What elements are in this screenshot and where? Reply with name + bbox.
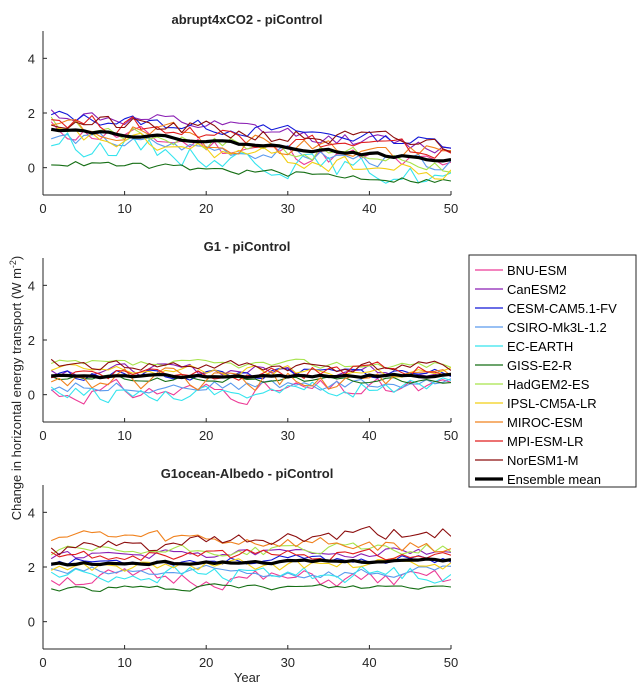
series-line-canesm2 — [50, 547, 451, 560]
x-tick-label: 0 — [39, 655, 46, 670]
x-tick-label: 10 — [117, 428, 131, 443]
legend-item-ec-earth: EC-EARTH — [475, 339, 573, 354]
x-tick-label: 20 — [199, 655, 213, 670]
legend-item-noresm1-m: NorESM1-M — [475, 453, 579, 468]
x-tick-label: 50 — [444, 655, 458, 670]
x-tick-label: 40 — [362, 655, 376, 670]
series-line-csiro-mk3l-1-2 — [50, 378, 451, 394]
y-tick-label: 2 — [28, 106, 35, 121]
y-axis-label: Change in horizontal energy transport (W… — [8, 256, 24, 521]
legend: BNU-ESM CanESM2 CESM-CAM5.1-FV CSIRO-Mk3L-1… — [468, 254, 637, 488]
legend-item-miroc-esm: MIROC-ESM — [475, 415, 583, 430]
x-tick-label: 0 — [39, 428, 46, 443]
y-axis-label-main: Change in horizontal energy transport (W… — [9, 268, 24, 520]
legend-item-csiro-mk3l-1-2: CSIRO-Mk3L-1.2 — [475, 320, 607, 335]
y-axis-label-sup: -2 — [8, 260, 18, 268]
panel-title: abrupt4xCO2 - piControl — [172, 12, 323, 27]
legend-label: GISS-E2-R — [507, 358, 572, 373]
x-tick-label: 20 — [199, 428, 213, 443]
y-tick-label: 0 — [28, 615, 35, 630]
series-line-cesm-cam5-1-fv — [50, 110, 451, 149]
series-line-ensemble-mean — [50, 127, 451, 163]
series-line-ec-earth — [50, 377, 451, 404]
y-axis-label-end: ) — [9, 256, 24, 260]
y-tick-label: 2 — [28, 333, 35, 348]
legend-label: CanESM2 — [507, 282, 566, 297]
x-tick-label: 30 — [281, 201, 295, 216]
series-line-csiro-mk3l-1-2 — [51, 564, 451, 579]
x-tick-label: 40 — [362, 428, 376, 443]
series-line-miroc-esm — [50, 530, 451, 553]
y-tick-label: 0 — [28, 388, 35, 403]
y-tick-label: 4 — [28, 51, 35, 66]
series-line-ipsl-cm5a-lr — [51, 127, 451, 180]
legend-item-bnu-esm: BNU-ESM — [475, 263, 567, 278]
series-line-ec-earth — [50, 565, 451, 584]
legend-label: EC-EARTH — [507, 339, 573, 354]
series-line-noresm1-m — [50, 525, 451, 556]
series-lines — [50, 525, 451, 593]
legend-item-ensemble-mean: Ensemble mean — [475, 472, 601, 487]
legend-label: MPI-ESM-LR — [507, 434, 584, 449]
x-tick-label: 10 — [117, 201, 131, 216]
series-line-giss-e2-r — [51, 583, 451, 593]
x-tick-label: 30 — [281, 428, 295, 443]
legend-item-hadgem2-es: HadGEM2-ES — [475, 377, 590, 392]
series-line-bnu-esm — [50, 377, 451, 406]
series-line-ec-earth — [51, 132, 451, 184]
x-tick-label: 10 — [117, 655, 131, 670]
legend-label: HadGEM2-ES — [507, 377, 590, 392]
y-tick-label: 0 — [28, 161, 35, 176]
series-line-noresm1-m — [50, 358, 451, 373]
legend-item-ipsl-cm5a-lr: IPSL-CM5A-LR — [475, 396, 597, 411]
panel-1: abrupt4xCO2 - piControl 0 10 20 30 40 50 0 2 4 — [28, 12, 458, 216]
y-tick-label: 4 — [28, 278, 35, 293]
legend-item-mpi-esm-lr: MPI-ESM-LR — [475, 434, 584, 449]
x-axis-label: Year — [234, 670, 261, 685]
x-tick-label: 0 — [39, 201, 46, 216]
series-line-miroc-esm — [50, 367, 451, 392]
series-lines — [50, 109, 451, 184]
x-tick-label: 40 — [362, 201, 376, 216]
series-line-ensemble-mean — [50, 557, 451, 567]
legend-label: NorESM1-M — [507, 453, 579, 468]
legend-item-canesm2: CanESM2 — [475, 282, 566, 297]
panel-title: G1 - piControl — [204, 239, 291, 254]
series-line-hadgem2-es — [50, 542, 451, 557]
series-line-noresm1-m — [51, 115, 451, 153]
y-tick-label: 4 — [28, 505, 35, 520]
legend-label: BNU-ESM — [507, 263, 567, 278]
series-line-mpi-esm-lr — [50, 548, 451, 562]
series-line-ipsl-cm5a-lr — [50, 557, 451, 572]
series-line-canesm2 — [50, 363, 451, 378]
legend-box — [468, 254, 637, 488]
series-line-ensemble-mean — [51, 372, 451, 380]
panel-2: G1 - piControl 0 10 20 30 40 50 0 2 4 — [28, 239, 458, 443]
panel-3: G1ocean-Albedo - piControl 0 10 20 30 40 50 0 2 4 — [28, 466, 458, 670]
legend-label: CSIRO-Mk3L-1.2 — [507, 320, 607, 335]
legend-label: CESM-CAM5.1-FV — [507, 301, 617, 316]
panel-title: G1ocean-Albedo - piControl — [161, 466, 334, 481]
legend-items: BNU-ESM CanESM2 CESM-CAM5.1-FV CSIRO-Mk3L-1… — [475, 263, 617, 487]
legend-label: Ensemble mean — [507, 472, 601, 487]
y-tick-label: 2 — [28, 560, 35, 575]
series-line-mpi-esm-lr — [51, 115, 451, 159]
x-tick-label: 50 — [444, 428, 458, 443]
legend-item-cesm-cam5-1-fv: CESM-CAM5.1-FV — [475, 301, 617, 316]
series-line-giss-e2-r — [51, 161, 451, 184]
legend-label: IPSL-CM5A-LR — [507, 396, 597, 411]
legend-label: MIROC-ESM — [507, 415, 583, 430]
x-tick-label: 50 — [444, 201, 458, 216]
series-lines — [50, 358, 451, 406]
x-tick-label: 20 — [199, 201, 213, 216]
x-tick-label: 30 — [281, 655, 295, 670]
legend-item-giss-e2-r: GISS-E2-R — [475, 358, 572, 373]
